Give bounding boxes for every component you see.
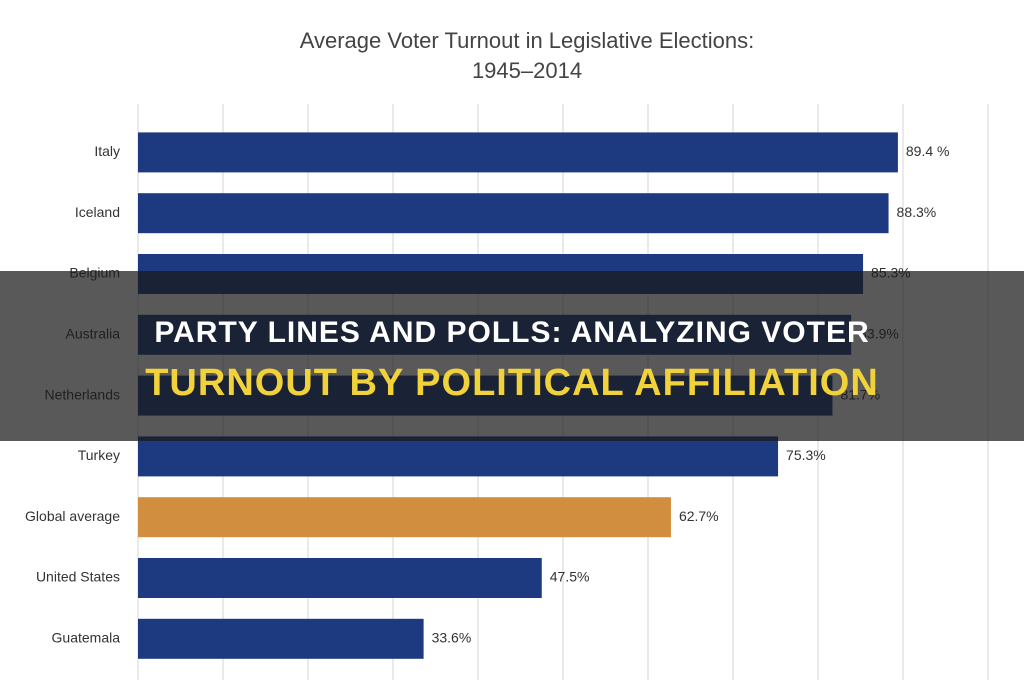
banner-line: TURNOUT BY POLITICAL AFFILIATION bbox=[145, 362, 879, 404]
value-label: 89.4 % bbox=[906, 143, 950, 159]
bar bbox=[138, 436, 779, 477]
value-label: 33.6% bbox=[432, 630, 472, 646]
bar bbox=[138, 132, 898, 173]
y-tick-label: Guatemala bbox=[52, 630, 121, 646]
y-tick-label: Global average bbox=[25, 508, 120, 524]
bar bbox=[138, 618, 424, 659]
bar bbox=[138, 497, 671, 538]
y-tick-label: United States bbox=[36, 569, 120, 585]
chart-title: 1945–2014 bbox=[472, 58, 582, 83]
value-label: 47.5% bbox=[550, 569, 590, 585]
y-tick-label: Iceland bbox=[75, 204, 120, 220]
value-label: 75.3% bbox=[786, 447, 826, 463]
banner bbox=[0, 271, 1024, 441]
value-label: 88.3% bbox=[897, 204, 937, 220]
y-tick-label: Turkey bbox=[78, 447, 120, 463]
chart-title: Average Voter Turnout in Legislative Ele… bbox=[300, 28, 755, 53]
bar bbox=[138, 558, 542, 598]
value-label: 62.7% bbox=[679, 508, 719, 524]
banner-line: PARTY LINES AND POLLS: ANALYZING VOTER bbox=[154, 316, 869, 349]
bar bbox=[138, 193, 889, 234]
y-tick-label: Italy bbox=[94, 143, 120, 159]
